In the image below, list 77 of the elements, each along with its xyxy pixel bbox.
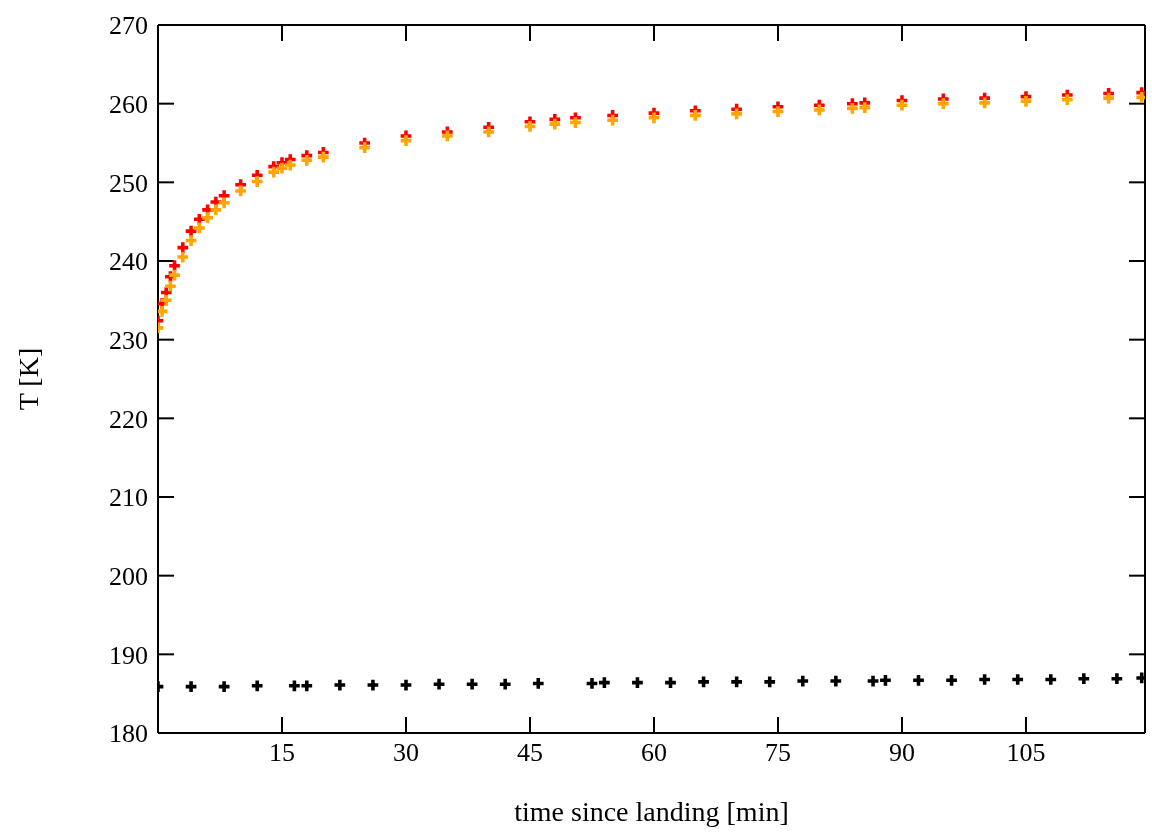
point (177, 251, 189, 263)
point (301, 154, 313, 166)
point (193, 222, 205, 234)
point (731, 676, 743, 688)
point (648, 112, 660, 124)
point (218, 197, 230, 209)
point (165, 280, 176, 292)
point (896, 99, 908, 111)
point (524, 121, 536, 132)
x-tick-label: 90 (888, 738, 915, 768)
x-axis-title: time since landing [min] (514, 796, 789, 827)
y-tick-label: 180 (109, 719, 148, 749)
y-tick-label: 190 (109, 640, 148, 670)
point (276, 162, 288, 174)
point (235, 185, 247, 197)
point (1045, 674, 1057, 685)
point (859, 102, 871, 113)
point (289, 680, 300, 692)
point (177, 242, 189, 253)
y-tick-label: 240 (109, 247, 148, 277)
point (169, 260, 180, 272)
point (483, 126, 495, 138)
point (698, 676, 709, 688)
point (549, 118, 561, 130)
point (607, 114, 619, 126)
point (185, 681, 197, 692)
point (772, 106, 784, 117)
point (867, 675, 879, 687)
point (169, 269, 180, 281)
y-tick-label: 270 (109, 11, 148, 41)
point (1103, 92, 1114, 104)
point (764, 676, 776, 688)
y-tick-label: 230 (109, 325, 148, 355)
x-tick-label: 75 (764, 738, 791, 768)
point (813, 104, 825, 116)
point (731, 108, 743, 120)
point (499, 678, 511, 690)
x-tick-label: 60 (640, 738, 667, 768)
point (317, 151, 329, 163)
y-axis-title: T [K] (12, 347, 44, 411)
y-tick-label: 250 (109, 168, 148, 198)
point (160, 294, 172, 306)
point (334, 679, 346, 691)
point (586, 678, 598, 689)
y-tick-label: 200 (109, 561, 148, 591)
point (797, 675, 809, 687)
point (251, 680, 263, 692)
point (1020, 95, 1032, 107)
point (158, 305, 168, 317)
point (979, 97, 990, 109)
point (466, 678, 478, 690)
point (1061, 94, 1073, 106)
point (400, 135, 412, 147)
y-tick-label: 220 (109, 404, 148, 434)
point (359, 142, 371, 154)
point (284, 159, 296, 171)
point (202, 212, 213, 224)
point (210, 204, 222, 216)
point (268, 166, 280, 178)
point (251, 176, 263, 187)
x-tick-label: 105 (1006, 738, 1046, 768)
x-tick-label: 45 (516, 738, 543, 768)
x-tick-label: 30 (392, 738, 419, 768)
point (830, 675, 842, 687)
point (1111, 673, 1123, 685)
point (433, 678, 445, 690)
point (400, 679, 412, 691)
point (218, 681, 230, 692)
point (367, 679, 379, 691)
point (301, 680, 313, 692)
point (1078, 673, 1090, 685)
point (441, 130, 453, 142)
point (185, 235, 197, 246)
x-tick-label: 15 (268, 738, 295, 768)
y-tick-label: 210 (109, 483, 148, 513)
y-tick-label: 260 (109, 89, 148, 119)
point (532, 678, 544, 689)
